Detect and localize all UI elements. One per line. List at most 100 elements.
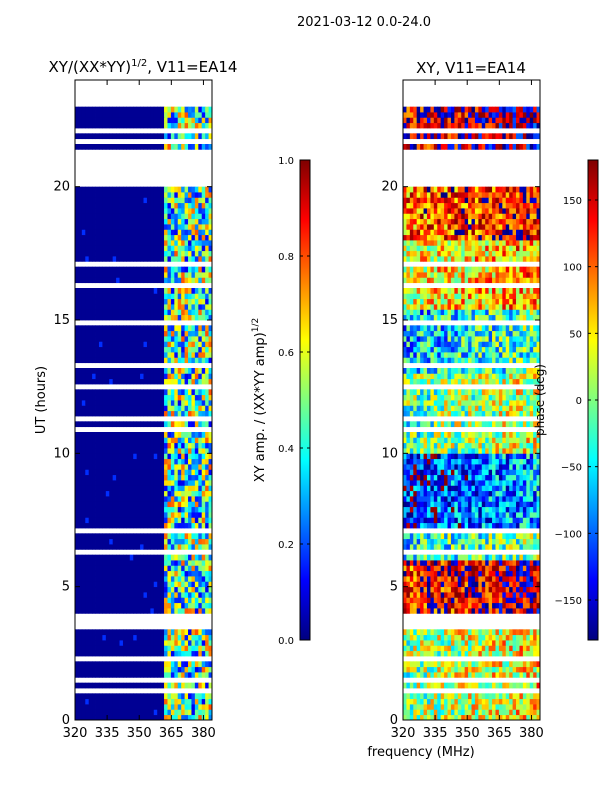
heatmap-cell: [143, 458, 148, 465]
heatmap-cell: [505, 704, 510, 710]
heatmap-cell: [474, 592, 479, 598]
heatmap-cell: [164, 570, 168, 577]
heatmap-cell: [485, 522, 490, 529]
heatmap-cell: [153, 224, 158, 230]
heatmap-cell: [136, 410, 141, 417]
heatmap-cell: [191, 421, 196, 428]
heatmap-cell: [85, 336, 90, 342]
heatmap-cell: [95, 314, 100, 321]
heatmap-cell: [471, 544, 476, 550]
heatmap-cell: [188, 672, 192, 678]
heatmap-cell: [502, 682, 507, 689]
heatmap-cell: [478, 714, 483, 720]
heatmap-cell: [457, 554, 462, 561]
heatmap-cell: [105, 554, 110, 561]
heatmap-cell: [488, 592, 493, 598]
heatmap-cell: [478, 661, 483, 668]
heatmap-cell: [129, 640, 134, 646]
heatmap-cell: [198, 256, 203, 262]
heatmap-cell: [536, 592, 540, 598]
heatmap-cell: [177, 314, 182, 321]
heatmap-cell: [78, 410, 83, 417]
heatmap-cell: [454, 629, 459, 636]
heatmap-cell: [85, 538, 90, 545]
heatmap-cell: [194, 432, 199, 438]
heatmap-cell: [160, 640, 165, 646]
heatmap-cell: [105, 522, 110, 529]
heatmap-cell: [471, 666, 476, 673]
heatmap-cell: [81, 144, 86, 150]
heatmap-cell: [122, 576, 127, 582]
heatmap-cell: [81, 256, 86, 262]
heatmap-cell: [170, 437, 175, 444]
heatmap-cell: [474, 704, 479, 710]
heatmap-cell: [129, 506, 134, 513]
heatmap-cell: [174, 309, 179, 316]
heatmap-cell: [194, 464, 199, 470]
heatmap-cell: [105, 394, 110, 401]
heatmap-cell: [201, 464, 206, 470]
heatmap-cell: [437, 650, 442, 657]
heatmap-cell: [92, 405, 96, 412]
heatmap-cell: [488, 522, 493, 529]
heatmap-cell: [188, 202, 192, 209]
heatmap-cell: [98, 453, 103, 460]
heatmap-cell: [129, 192, 134, 198]
heatmap-cell: [198, 714, 203, 720]
heatmap-cell: [205, 501, 209, 508]
heatmap-cell: [201, 266, 206, 273]
heatmap-cell: [170, 389, 175, 396]
heatmap-cell: [112, 501, 117, 508]
heatmap-cell: [105, 224, 110, 230]
heatmap-cell: [188, 645, 192, 652]
heatmap-cell: [92, 325, 96, 332]
heatmap-cell: [75, 490, 79, 497]
heatmap-cell: [450, 576, 455, 582]
heatmap-cell: [75, 330, 79, 337]
heatmap-cell: [423, 650, 428, 657]
heatmap-cell: [98, 341, 103, 348]
heatmap-cell: [102, 432, 107, 438]
heatmap-cell: [81, 197, 86, 204]
heatmap-cell: [502, 597, 507, 604]
heatmap-cell: [129, 304, 134, 310]
heatmap-cell: [160, 352, 165, 358]
heatmap-cell: [495, 602, 500, 609]
left-xtick-label: 320: [63, 726, 88, 741]
heatmap-cell: [433, 645, 438, 652]
heatmap-cell: [498, 634, 503, 641]
heatmap-cell: [160, 197, 165, 204]
heatmap-cell: [522, 570, 527, 577]
heatmap-cell: [88, 448, 93, 454]
heatmap-cell: [133, 330, 138, 337]
heatmap-cell: [140, 298, 144, 305]
heatmap-cell: [75, 240, 79, 246]
heatmap-cell: [485, 629, 490, 636]
heatmap-cell: [95, 304, 100, 310]
heatmap-cell: [160, 112, 165, 118]
heatmap-cell: [129, 586, 134, 593]
heatmap-cell: [208, 341, 212, 348]
heatmap-cell: [102, 490, 107, 497]
heatmap-cell: [85, 234, 90, 241]
heatmap-cell: [102, 309, 107, 316]
heatmap-cell: [102, 144, 107, 150]
heatmap-cell: [150, 629, 155, 636]
heatmap-cell: [174, 405, 179, 412]
heatmap-cell: [188, 490, 192, 497]
heatmap-cell: [194, 517, 199, 524]
heatmap-cell: [129, 394, 134, 401]
heatmap-cell: [461, 570, 466, 577]
heatmap-cell: [116, 330, 120, 337]
heatmap-cell: [133, 469, 138, 476]
heatmap-cell: [88, 592, 93, 598]
heatmap-cell: [184, 506, 189, 513]
heatmap-cell: [85, 522, 90, 529]
heatmap-cell: [105, 448, 110, 454]
heatmap-cell: [164, 234, 168, 241]
heatmap-cell: [181, 144, 185, 150]
heatmap-cell: [160, 544, 165, 550]
heatmap-cell: [143, 634, 148, 641]
heatmap-cell: [188, 437, 192, 444]
heatmap-cell: [188, 405, 192, 412]
